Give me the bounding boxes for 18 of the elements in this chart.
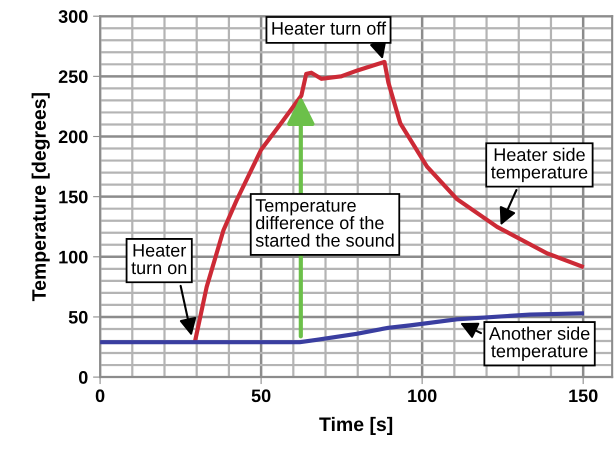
annotation: Temperature difference of the started the sound [256,199,394,247]
annotation: Heater side temperature [491,148,588,182]
annotation: Heater turn on [131,244,186,274]
x-tick-label: 100 [408,389,436,402]
x-tick-label: 0 [96,389,104,402]
y-tick-label: 150 [59,190,88,204]
annotation: Another side temperature [488,326,590,361]
x-tick-label: 50 [252,389,270,402]
y-tick-label: 250 [58,70,88,84]
y-tick-label: 200 [58,130,88,144]
y-tick-label: 300 [58,10,88,23]
y-axis-title: Temperature [degrees] [32,93,50,302]
annotation: Heater turn off [272,22,386,35]
y-tick-label: 0 [78,371,88,384]
y-tick-label: 50 [68,310,88,324]
y-tick-label: 100 [59,250,88,264]
x-tick-label: 150 [569,389,598,402]
x-axis-title: Time [s] [319,416,392,435]
